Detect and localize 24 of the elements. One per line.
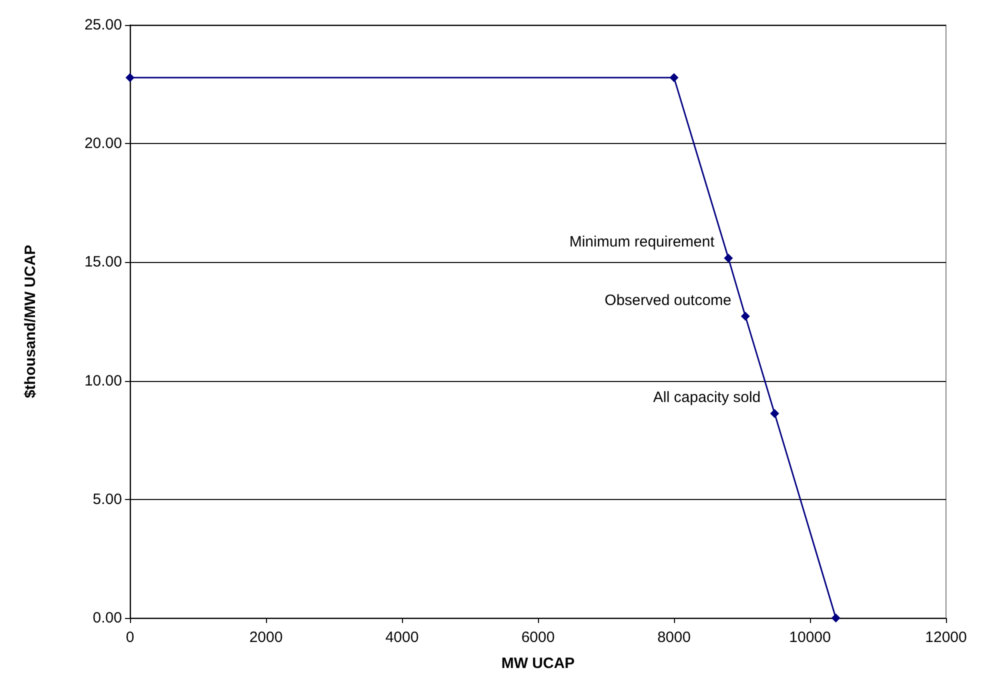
y-tick-label: 15.00 [84, 254, 122, 271]
point [770, 409, 780, 418]
x-tick-label: 6000 [521, 629, 555, 646]
y-tick-label: 10.00 [84, 372, 122, 390]
point [126, 73, 134, 82]
point [724, 254, 733, 263]
y-axis-title: $thousand/MW UCAP [22, 244, 39, 398]
x-tick-label: 8000 [657, 629, 691, 646]
y-tick-label: 25.00 [84, 16, 122, 34]
point [740, 312, 750, 321]
annotation: All capacity sold [653, 389, 761, 406]
point [670, 73, 678, 82]
x-tick-label: 10000 [789, 629, 831, 646]
y-tick-label: 5.00 [92, 490, 122, 508]
point [831, 614, 840, 622]
annotation: Minimum requirement [569, 234, 716, 251]
x-tick-label: 12000 [925, 629, 967, 646]
x-tick-label: 2000 [249, 629, 283, 646]
y-tick-label: 20.00 [84, 135, 122, 152]
x-tick-label: 0 [126, 629, 134, 646]
x-tick-label: 4000 [385, 629, 419, 646]
annotation: Observed outcome [604, 292, 732, 309]
y-tick-label: 0.00 [92, 610, 122, 626]
x-axis-title: MW UCAP [501, 655, 575, 672]
